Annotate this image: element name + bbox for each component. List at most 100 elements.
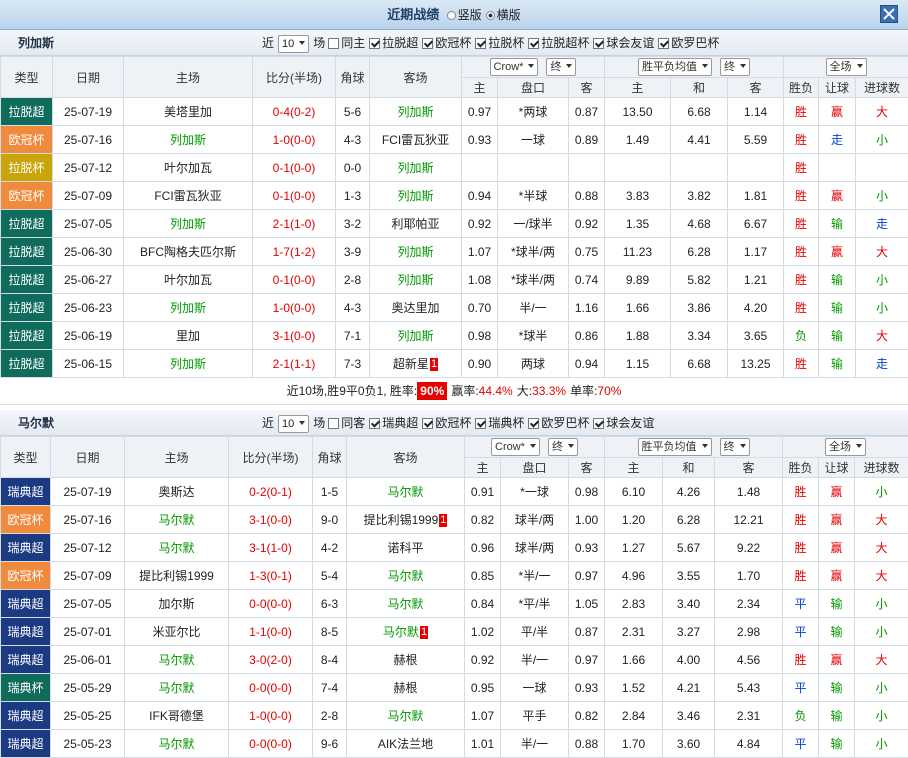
- cell-text: 3-1(0-0): [249, 513, 292, 527]
- cell: *半球: [498, 182, 569, 210]
- sub-column-header: 主: [605, 78, 671, 98]
- header-select[interactable]: 胜平负均值: [638, 438, 712, 456]
- cell: 马尔默: [347, 562, 465, 590]
- filter-checkbox[interactable]: 欧冠杯: [419, 410, 471, 436]
- match-type: 拉脱超: [1, 350, 53, 378]
- cell-text: 大: [876, 329, 888, 343]
- filter-checkbox[interactable]: 瑞典杯: [472, 410, 524, 436]
- filter-checkbox[interactable]: 欧罗巴杯: [655, 30, 719, 56]
- cell-text: 1.07: [468, 245, 491, 259]
- header-select[interactable]: 终: [720, 438, 750, 456]
- cell: 提比利锡1999: [125, 562, 229, 590]
- cell-text: 0-1(0-0): [273, 161, 316, 175]
- cell: 胜: [784, 126, 819, 154]
- cell: 0.92: [569, 210, 605, 238]
- cell: 1.52: [605, 674, 663, 702]
- cell-text: 0.93: [575, 681, 598, 695]
- view-radio[interactable]: 横版: [486, 1, 521, 30]
- cell: 胜: [784, 294, 819, 322]
- header-select[interactable]: 终: [548, 438, 578, 456]
- cell-text: 3.60: [677, 737, 700, 751]
- cell-text: 1.02: [471, 625, 494, 639]
- filter-checkbox[interactable]: 球会友谊: [590, 30, 654, 56]
- filter-checkbox[interactable]: 同客: [325, 410, 365, 436]
- cell-text: 走: [831, 133, 843, 147]
- cell: 0.85: [465, 562, 501, 590]
- cell-text: 1-0(0-0): [273, 301, 316, 315]
- checkbox-box: [328, 38, 339, 49]
- cell-text: 1-3(0-1): [249, 569, 292, 583]
- cell: 3.60: [663, 730, 715, 758]
- cell: 大: [855, 506, 908, 534]
- cell-text: 25-05-25: [63, 709, 111, 723]
- cell: 平: [783, 618, 819, 646]
- cell: 5.82: [671, 266, 728, 294]
- cell: 0.93: [462, 126, 498, 154]
- cell-text: 大: [876, 513, 888, 527]
- filter-checkbox[interactable]: 同主: [325, 30, 365, 56]
- cell-text: 4.00: [677, 653, 700, 667]
- team-cell: 超新星: [393, 357, 429, 371]
- cell-text: 列加斯: [397, 245, 433, 259]
- filter-checkbox[interactable]: 瑞典超: [366, 410, 418, 436]
- filter-label: 瑞典杯: [488, 416, 524, 430]
- header-select[interactable]: 全场: [826, 58, 867, 76]
- cell: 3.82: [671, 182, 728, 210]
- cell-text: 25-06-27: [64, 273, 112, 287]
- cell: [569, 154, 605, 182]
- filter-checkbox[interactable]: 拉脱超: [366, 30, 418, 56]
- cell: IFK哥德堡: [125, 702, 229, 730]
- cell-text: 胜: [795, 133, 807, 147]
- count-select[interactable]: 10: [278, 415, 309, 433]
- cell-text: 一球: [521, 133, 545, 147]
- match-type: 拉脱超: [1, 294, 53, 322]
- cell-text: 小: [876, 301, 888, 315]
- cell: 3-1(1-0): [229, 534, 313, 562]
- cell: 0.95: [465, 674, 501, 702]
- cell: 赫根: [347, 674, 465, 702]
- header-select[interactable]: 胜平负均值: [638, 58, 712, 76]
- cell: 1-1(0-0): [229, 618, 313, 646]
- radio-dot: [447, 11, 456, 20]
- cell-text: 输: [831, 329, 843, 343]
- view-radio[interactable]: 竖版: [447, 1, 482, 30]
- cell: 走: [856, 210, 908, 238]
- cell-text: 赢: [831, 485, 843, 499]
- header-select[interactable]: 终: [720, 58, 750, 76]
- cell: 1.16: [569, 294, 605, 322]
- filter-checkbox[interactable]: 欧冠杯: [419, 30, 471, 56]
- cell-text: 平/半: [521, 625, 548, 639]
- cell: 3.86: [671, 294, 728, 322]
- cell-text: 4-3: [344, 301, 361, 315]
- cell-text: 0-4(0-2): [273, 105, 316, 119]
- close-button[interactable]: [880, 5, 898, 23]
- view-options: 竖版横版: [443, 8, 521, 22]
- cell: 4.96: [605, 562, 663, 590]
- filter-checkbox[interactable]: 拉脱超杯: [525, 30, 589, 56]
- cell: 列加斯: [370, 238, 462, 266]
- cell: 列加斯: [124, 294, 253, 322]
- filter-checkbox[interactable]: 拉脱杯: [472, 30, 524, 56]
- cell-text: 胜: [795, 569, 807, 583]
- filter-checkbox[interactable]: 欧罗巴杯: [525, 410, 589, 436]
- cell: 平手: [501, 702, 569, 730]
- count-select[interactable]: 10: [278, 35, 309, 53]
- filter-label: 拉脱超: [382, 36, 418, 50]
- header-select[interactable]: 全场: [825, 438, 866, 456]
- cell-text: 0.97: [575, 569, 598, 583]
- cell: 2.83: [605, 590, 663, 618]
- header-select[interactable]: 终: [546, 58, 576, 76]
- cell-text: 0.88: [575, 189, 598, 203]
- cell-text: 4.21: [677, 681, 700, 695]
- red-card: 1: [420, 626, 428, 639]
- cell-text: 马尔默: [158, 653, 194, 667]
- cell: 4.00: [663, 646, 715, 674]
- header-select[interactable]: Crow*: [490, 58, 539, 76]
- filter-checkbox[interactable]: 球会友谊: [590, 410, 654, 436]
- header-select[interactable]: Crow*: [491, 438, 540, 456]
- cell: 赢: [819, 534, 855, 562]
